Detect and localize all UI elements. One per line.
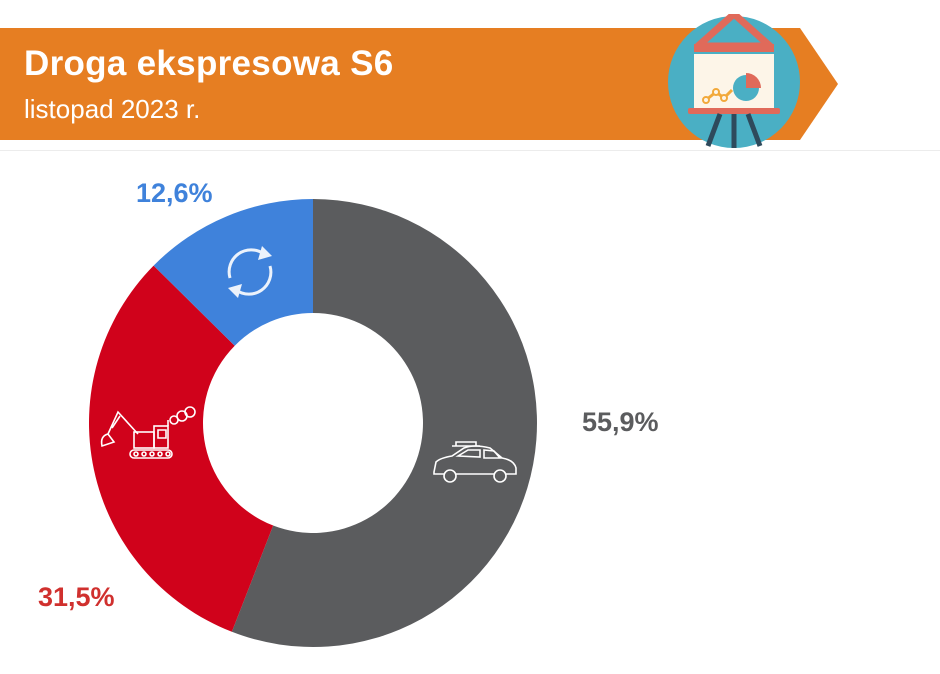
donut-slice-refresh bbox=[153, 199, 313, 346]
donut-slices bbox=[88, 199, 537, 647]
page-subtitle: listopad 2023 r. bbox=[24, 94, 201, 124]
donut-slice-excavator bbox=[88, 265, 274, 632]
car-icon bbox=[433, 441, 517, 483]
donut-slice-car bbox=[231, 199, 537, 647]
refresh-icon bbox=[227, 246, 273, 298]
slice-label-excavator: 31,5% bbox=[38, 582, 115, 612]
slice-label-car: 55,9% bbox=[582, 407, 659, 437]
page-title: Droga ekspresowa S6 bbox=[24, 44, 394, 83]
header-banner bbox=[0, 28, 838, 140]
presentation-board-icon bbox=[666, 10, 802, 155]
excavator-icon bbox=[100, 406, 196, 459]
divider bbox=[0, 150, 940, 151]
slice-label-refresh: 12,6% bbox=[136, 178, 213, 208]
